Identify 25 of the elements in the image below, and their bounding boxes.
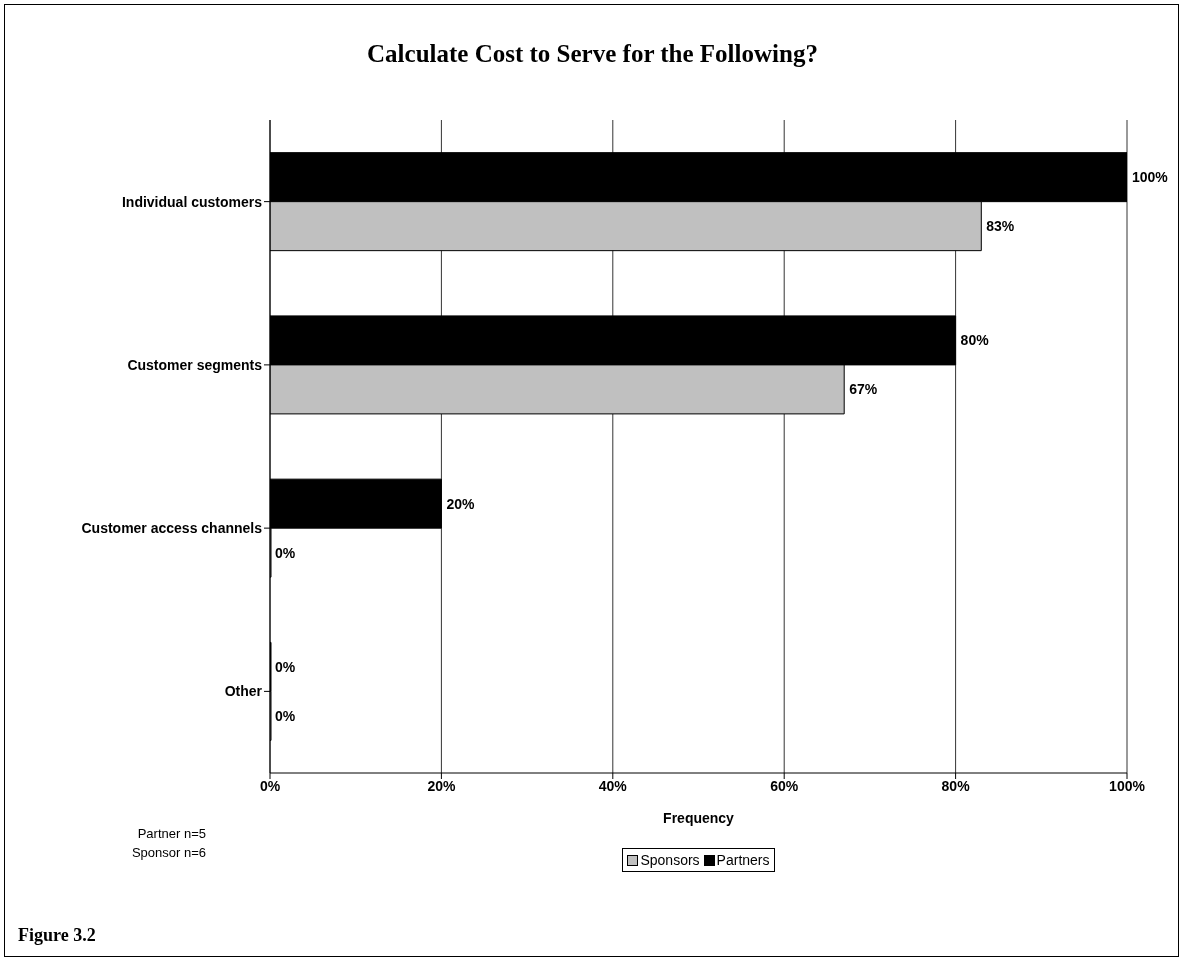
data-label: 100% bbox=[1132, 169, 1169, 186]
y-tick-label: Other bbox=[224, 683, 263, 700]
caption: Figure 3.2 bbox=[18, 925, 96, 946]
text: Partner n=5 bbox=[136, 826, 206, 841]
data-label: 0% bbox=[275, 707, 296, 724]
data-label: 20% bbox=[446, 495, 475, 512]
data-label: 67% bbox=[849, 381, 878, 398]
x-tick-label: 100% bbox=[1109, 777, 1146, 794]
x-tick-label: 0% bbox=[259, 777, 281, 794]
chart-title: Calculate Cost to Serve for the Following? bbox=[366, 40, 819, 68]
y-tick-label: Customer access channels bbox=[81, 520, 263, 537]
x-axis-title: Frequency bbox=[662, 810, 735, 826]
data-label: 80% bbox=[960, 332, 990, 349]
x-tick-label: 80% bbox=[941, 777, 971, 794]
legend-label: Partners bbox=[715, 852, 770, 868]
text: Sponsor n=6 bbox=[130, 845, 206, 860]
y-tick-label: Customer segments bbox=[127, 356, 263, 373]
data-label: 83% bbox=[986, 218, 1015, 235]
data-label: 0% bbox=[275, 544, 296, 561]
x-tick-label: 20% bbox=[427, 777, 456, 794]
data-label: 0% bbox=[275, 658, 296, 675]
x-tick-label: 40% bbox=[598, 777, 628, 794]
x-tick-label: 60% bbox=[770, 777, 799, 794]
legend-label: Sponsors bbox=[639, 852, 700, 868]
y-tick-label: Individual customers bbox=[121, 193, 263, 210]
